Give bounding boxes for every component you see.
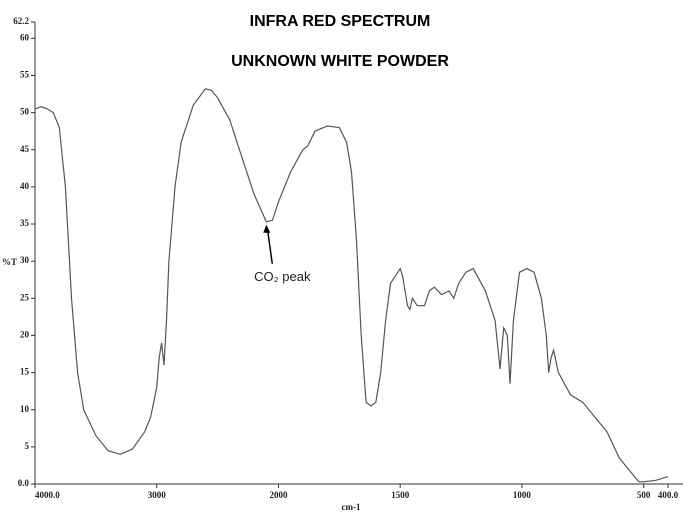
x-tick-label: 3000 bbox=[148, 490, 167, 500]
y-tick-label: 45 bbox=[20, 144, 30, 154]
y-tick-label: 35 bbox=[20, 218, 30, 228]
x-tick-label: 500 bbox=[637, 490, 651, 500]
y-tick-label: 40 bbox=[20, 181, 30, 191]
y-axis-label: %T bbox=[2, 257, 17, 267]
annotation-arrowhead bbox=[263, 224, 271, 233]
x-tick-label: 1500 bbox=[391, 490, 410, 500]
x-tick-label: 2000 bbox=[269, 490, 288, 500]
x-tick-label: 4000.0 bbox=[35, 490, 60, 500]
chart-title: INFRA RED SPECTRUM bbox=[250, 13, 431, 30]
y-tick-label: 0.0 bbox=[18, 478, 30, 488]
y-tick-label: 30 bbox=[20, 255, 30, 265]
annotation: CO₂ peak bbox=[254, 269, 311, 284]
y-tick-label: 55 bbox=[20, 70, 30, 80]
y-tick-label: 62.2 bbox=[13, 16, 29, 26]
chart-subtitle: UNKNOWN WHITE POWDER bbox=[231, 53, 449, 70]
y-tick-label: 60 bbox=[20, 32, 30, 42]
x-tick-label: 400.0 bbox=[658, 490, 679, 500]
y-tick-label: 20 bbox=[20, 330, 30, 340]
y-tick-label: 50 bbox=[20, 107, 30, 117]
spectrum-line bbox=[34, 88, 669, 483]
y-tick-label: 10 bbox=[20, 404, 30, 414]
x-axis-label: cm-1 bbox=[342, 502, 361, 512]
y-tick-label: 5 bbox=[25, 441, 30, 451]
x-tick-label: 1000 bbox=[513, 490, 532, 500]
y-tick-label: 25 bbox=[20, 292, 30, 302]
y-tick-label: 15 bbox=[20, 367, 30, 377]
annotation-arrow bbox=[266, 227, 274, 264]
